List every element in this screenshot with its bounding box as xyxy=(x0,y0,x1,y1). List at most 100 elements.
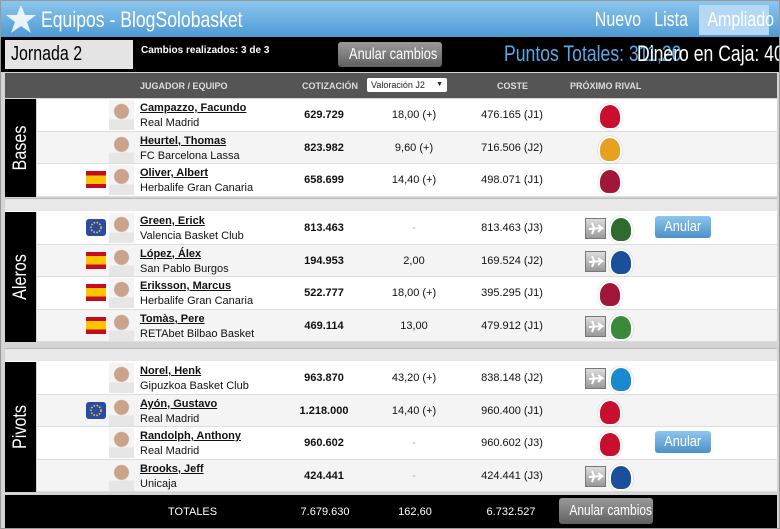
totals-rating: 162,60 xyxy=(398,506,432,518)
player-team: Real Madrid xyxy=(140,445,200,458)
tab[interactable]: Ampliado xyxy=(699,5,774,35)
rival-logo xyxy=(598,281,622,309)
player-photo xyxy=(109,132,134,163)
player-photo xyxy=(109,165,134,196)
player-team: Herbalife Gran Canaria xyxy=(140,182,254,195)
player-row: Heurtel, Thomas FC Barcelona Lassa 823.982… xyxy=(37,131,777,165)
cost: 498.071 (J1) xyxy=(481,174,543,187)
rating: - xyxy=(412,469,416,482)
cost: 960.602 (J3) xyxy=(481,437,543,450)
rating: 14,40 (+) xyxy=(391,174,437,187)
cancel-label[interactable]: Anular xyxy=(664,433,702,451)
flag xyxy=(86,219,106,236)
player-name[interactable]: Randolph, Anthony xyxy=(140,430,242,443)
rival-logo xyxy=(598,431,622,459)
toolbar: Jornada 2 Cambios realizados: 3 de 3 Anu… xyxy=(1,37,779,72)
totals-row: TOTALES 7.679.630 162,60 6.732.527 Anula… xyxy=(5,495,777,528)
col-price: COTIZACIÓN xyxy=(302,81,358,91)
rival-logo xyxy=(609,313,633,341)
player-photo xyxy=(109,460,134,491)
player-team: Real Madrid xyxy=(140,412,200,425)
flag xyxy=(86,316,106,334)
cost: 716.506 (J2) xyxy=(481,141,543,154)
price: 1.218.000 xyxy=(299,404,349,417)
player-photo xyxy=(109,245,134,276)
player-name[interactable]: Green, Erick xyxy=(140,215,205,227)
group-label-box: Pivots xyxy=(5,362,36,493)
undo-button[interactable]: Anular cambios xyxy=(338,42,442,67)
player-name[interactable]: Eriksson, Marcus xyxy=(140,280,232,293)
player-name[interactable]: Ayón, Gustavo xyxy=(140,397,218,410)
round: Jornada 2 xyxy=(11,43,83,65)
price: 960.602 xyxy=(304,437,344,450)
tab-label[interactable]: Nuevo xyxy=(594,9,642,31)
player-name[interactable]: Campazzo, Facundo xyxy=(140,102,247,114)
player-row: Tomàs, Pere RETAbet Bilbao Basket 469.114 1… xyxy=(37,309,777,343)
cancel-label[interactable]: Anular xyxy=(664,218,702,235)
cost: 476.165 (J1) xyxy=(481,109,543,121)
cost: 838.148 (J2) xyxy=(481,372,543,384)
player-row: Green, Erick Valencia Basket Club 813.463 -… xyxy=(37,212,777,245)
player-photo xyxy=(109,100,134,130)
player-name[interactable]: Heurtel, Thomas xyxy=(140,134,227,147)
transfer-icon[interactable] xyxy=(585,250,606,272)
tab-label[interactable]: Ampliado xyxy=(707,9,775,31)
rival-logo xyxy=(598,168,622,196)
tab-label[interactable]: Lista xyxy=(654,9,688,31)
player-photo xyxy=(109,395,134,426)
flag xyxy=(86,284,106,302)
transfer-icon[interactable] xyxy=(585,218,606,239)
totals-price: 7.679.630 xyxy=(300,506,350,518)
group-gap xyxy=(5,348,777,362)
rating: 9,60 (+) xyxy=(394,141,434,154)
player-row: López, Álex San Pablo Burgos 194.953 2,00 16… xyxy=(37,244,777,278)
player-name[interactable]: Tomàs, Pere xyxy=(140,312,205,325)
transfer-icon[interactable] xyxy=(585,465,606,487)
group-label-box: Aleros xyxy=(5,212,36,343)
cancel-button[interactable]: Anular xyxy=(655,216,711,238)
flag xyxy=(86,171,106,189)
player-name[interactable]: López, Álex xyxy=(140,247,202,260)
price: 629.729 xyxy=(304,109,344,121)
player-name[interactable]: Oliver, Albert xyxy=(140,167,209,180)
price: 424.441 xyxy=(304,469,344,482)
tab[interactable]: Lista xyxy=(649,5,693,35)
group-label: Bases xyxy=(9,125,31,171)
player-row: Ayón, Gustavo Real Madrid 1.218.000 14,40 (… xyxy=(37,394,777,428)
rating: 14,40 (+) xyxy=(391,404,437,417)
player-name[interactable]: Brooks, Jeff xyxy=(140,462,204,475)
rival-logo xyxy=(609,216,633,243)
player-photo xyxy=(109,310,134,341)
col-player: JUGADOR / EQUIPO xyxy=(140,81,228,91)
player-team: Unicaja xyxy=(140,477,177,490)
cost: 395.295 (J1) xyxy=(481,287,543,300)
table-header: JUGADOR / EQUIPO COTIZACIÓN Valoración J… xyxy=(5,73,777,98)
page-title: Equipos - BlogSolobasket xyxy=(41,7,243,32)
player-row: Oliver, Albert Herbalife Gran Canaria 658.… xyxy=(37,164,777,197)
flag xyxy=(86,251,106,269)
group-label: Aleros xyxy=(9,254,31,301)
price: 813.463 xyxy=(304,222,344,234)
player-team: Valencia Basket Club xyxy=(140,230,244,242)
player-team: RETAbet Bilbao Basket xyxy=(140,327,255,340)
player-name[interactable]: Norel, Henk xyxy=(140,365,202,377)
group-label-box: Bases xyxy=(5,99,36,197)
cancel-button[interactable]: Anular xyxy=(655,431,711,454)
rating-select[interactable]: Valoración J2 ▼ xyxy=(367,78,447,92)
rival-logo xyxy=(598,135,622,163)
tab[interactable]: Nuevo xyxy=(589,5,641,35)
rating: 13,00 xyxy=(400,319,428,332)
player-row: Campazzo, Facundo Real Madrid 629.729 18,00… xyxy=(37,99,777,132)
player-team: San Pablo Burgos xyxy=(140,262,229,275)
col-rival: PRÓXIMO RIVAL xyxy=(570,81,642,91)
player-team: Real Madrid xyxy=(140,117,200,129)
col-cost: COSTE xyxy=(497,81,529,91)
transfer-icon[interactable] xyxy=(585,368,606,389)
undo-button[interactable]: Anular cambios xyxy=(559,498,653,524)
rating: 18,00 (+) xyxy=(391,287,437,300)
rating: 43,20 (+) xyxy=(391,372,437,384)
transfer-icon[interactable] xyxy=(585,315,606,337)
rating: 18,00 (+) xyxy=(391,109,437,121)
rival-logo xyxy=(598,103,622,130)
